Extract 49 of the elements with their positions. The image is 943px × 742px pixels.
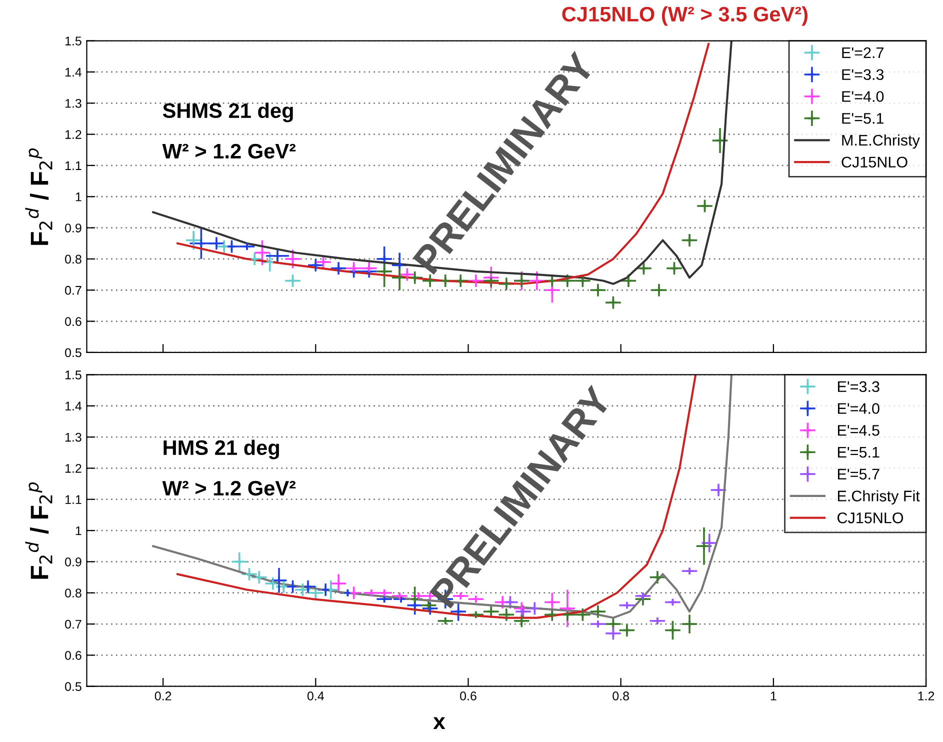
legend-label: M.E.Christy <box>842 134 920 149</box>
y-tick-label: 0.7 <box>65 620 82 629</box>
legend-label: E'=4.0 <box>842 91 884 102</box>
legend-label: CJ15NLO <box>842 156 908 168</box>
legend-label: E'=2.7 <box>842 47 884 58</box>
y-tick-label: 0.8 <box>65 254 82 264</box>
y-tick-label: 0.9 <box>65 224 82 232</box>
legend-label: E'=5.7 <box>838 468 880 480</box>
y-tick-label: 1.2 <box>65 464 82 473</box>
y-tick-label: 0.6 <box>65 317 82 326</box>
y-tick-label: 0.7 <box>65 286 82 295</box>
x-tick-label: 0.2 <box>154 692 172 700</box>
y-tick-label: 1 <box>76 192 82 202</box>
y-tick-label: 1.2 <box>65 130 82 139</box>
annotation: W² > 1.2 GeV² <box>162 144 296 159</box>
chart-title: CJ15NLO (W² > 3.5 GeV²) <box>562 6 808 26</box>
y-tick-label: 0.5 <box>65 348 82 358</box>
y-tick-label: 0.9 <box>65 557 82 566</box>
y-axis-title: F$_{2}$$^{d}$ / F$_{2}$$^{p}$ <box>25 148 52 245</box>
x-tick-label: 0.6 <box>460 692 476 700</box>
x-axis-title: x <box>433 717 446 729</box>
legend-label: E'=4.5 <box>838 425 880 436</box>
x-tick-label: 0.8 <box>612 692 629 700</box>
y-tick-label: 1.4 <box>65 402 82 410</box>
legend-label: E'=5.1 <box>842 113 884 124</box>
y-tick-label: 0.8 <box>65 588 82 598</box>
legend-label: E'=5.1 <box>838 447 880 458</box>
legend-label: E'=3.3 <box>838 381 880 392</box>
y-tick-label: 1 <box>76 526 82 536</box>
y-tick-label: 0.5 <box>65 682 82 691</box>
legend-label: E'=3.3 <box>842 69 884 80</box>
y-axis-title: F$_{2}$$^{d}$ / F$_{2}$$^{p}$ <box>25 482 52 579</box>
x-tick-label: 1.2 <box>918 692 934 700</box>
annotation: W² > 1.2 GeV² <box>162 480 296 496</box>
x-tick-label: 1 <box>770 692 776 700</box>
y-tick-label: 0.6 <box>65 650 82 660</box>
legend-label: E.Christy Fit <box>838 490 920 504</box>
y-tick-label: 1.3 <box>65 432 82 442</box>
annotation: HMS 21 deg <box>164 440 279 460</box>
y-tick-label: 1.1 <box>65 495 82 504</box>
x-tick-label: 0.4 <box>307 692 324 700</box>
y-tick-label: 1.5 <box>65 36 82 46</box>
legend-label: E'=4.0 <box>838 403 880 414</box>
y-tick-label: 1.4 <box>65 68 82 77</box>
annotation: SHMS 21 deg <box>162 102 293 122</box>
legend-label: CJ15NLO <box>838 512 904 524</box>
y-tick-label: 1.3 <box>65 98 82 108</box>
y-tick-label: 1.1 <box>65 161 82 170</box>
y-tick-label: 1.5 <box>65 370 82 380</box>
